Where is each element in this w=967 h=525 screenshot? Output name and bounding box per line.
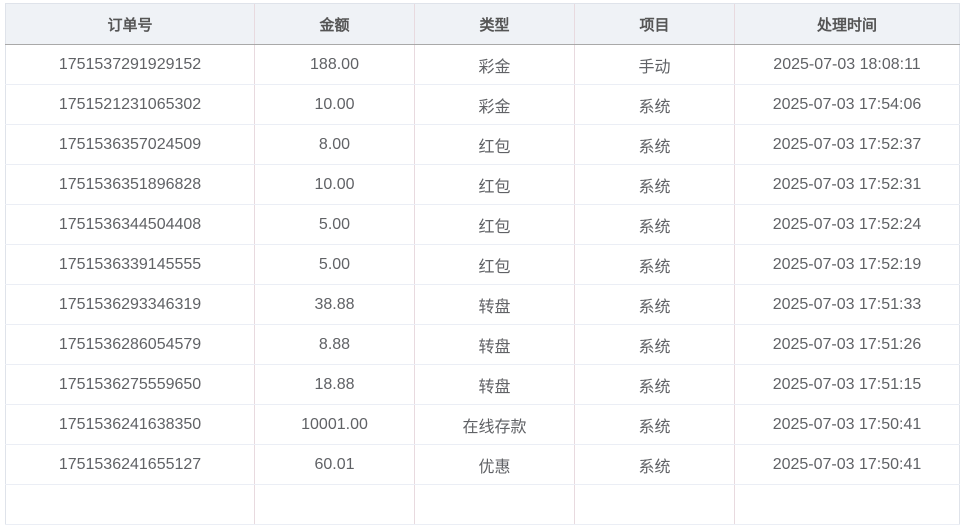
cell-amount: 38.88	[254, 284, 415, 325]
cell-order-id: 1751536241655127	[5, 444, 255, 485]
column-header-processed-time[interactable]: 处理时间	[734, 3, 960, 45]
cell-order-id: 1751536344504408	[5, 204, 255, 245]
cell-order-id: 1751536275559650	[5, 364, 255, 405]
cell-type: 彩金	[414, 84, 575, 125]
cell-type: 优惠	[414, 444, 575, 485]
cell-processed-time: 2025-07-03 17:50:41	[734, 444, 960, 485]
cell-amount: 5.00	[254, 244, 415, 285]
cell-order-id: 1751536351896828	[5, 164, 255, 205]
cell-item: 系统	[574, 244, 735, 285]
cell-processed-time: 2025-07-03 17:52:31	[734, 164, 960, 205]
cell-item: 系统	[574, 324, 735, 365]
records-table: 订单号 金额 类型 项目 处理时间 1751537291929152 188.00 彩金 手动…	[5, 3, 960, 525]
table-row[interactable]: 1751521231065302 10.00 彩金 系统 2025-07-03 17:5…	[5, 84, 960, 125]
cell-amount: 10.00	[254, 164, 415, 205]
table-row[interactable]: 1751536293346319 38.88 转盘 系统 2025-07-03 17:5…	[5, 284, 960, 325]
cell-processed-time	[734, 484, 960, 525]
table-row[interactable]: 1751536241638350 10001.00 在线存款 系统 2025-07-03…	[5, 404, 960, 445]
cell-item: 系统	[574, 364, 735, 405]
table-row[interactable]	[5, 484, 960, 525]
cell-amount: 18.88	[254, 364, 415, 405]
cell-type	[414, 484, 575, 525]
cell-amount: 188.00	[254, 44, 415, 85]
cell-item	[574, 484, 735, 525]
cell-processed-time: 2025-07-03 17:50:41	[734, 404, 960, 445]
cell-item: 手动	[574, 44, 735, 85]
cell-type: 红包	[414, 124, 575, 165]
cell-order-id: 1751536357024509	[5, 124, 255, 165]
cell-type: 在线存款	[414, 404, 575, 445]
table-row[interactable]: 1751536286054579 8.88 转盘 系统 2025-07-03 17:51…	[5, 324, 960, 365]
cell-type: 转盘	[414, 324, 575, 365]
table-row[interactable]: 1751536275559650 18.88 转盘 系统 2025-07-03 17:5…	[5, 364, 960, 405]
cell-processed-time: 2025-07-03 17:52:24	[734, 204, 960, 245]
table-row[interactable]: 1751536351896828 10.00 红包 系统 2025-07-03 17:5…	[5, 164, 960, 205]
cell-processed-time: 2025-07-03 17:54:06	[734, 84, 960, 125]
cell-amount: 60.01	[254, 444, 415, 485]
table-row[interactable]: 1751537291929152 188.00 彩金 手动 2025-07-03 18:…	[5, 44, 960, 85]
table-row[interactable]: 1751536339145555 5.00 红包 系统 2025-07-03 17:52…	[5, 244, 960, 285]
table-row[interactable]: 1751536357024509 8.00 红包 系统 2025-07-03 17:52…	[5, 124, 960, 165]
table-row[interactable]: 1751536241655127 60.01 优惠 系统 2025-07-03 17:5…	[5, 444, 960, 485]
cell-type: 彩金	[414, 44, 575, 85]
cell-order-id: 1751536293346319	[5, 284, 255, 325]
cell-item: 系统	[574, 284, 735, 325]
cell-processed-time: 2025-07-03 17:52:37	[734, 124, 960, 165]
cell-type: 红包	[414, 164, 575, 205]
table-header: 订单号 金额 类型 项目 处理时间	[5, 3, 960, 45]
cell-order-id: 1751536286054579	[5, 324, 255, 365]
cell-amount: 10001.00	[254, 404, 415, 445]
cell-type: 转盘	[414, 364, 575, 405]
column-header-item[interactable]: 项目	[574, 3, 735, 45]
cell-order-id: 1751536339145555	[5, 244, 255, 285]
column-header-amount[interactable]: 金额	[254, 3, 415, 45]
cell-amount: 5.00	[254, 204, 415, 245]
cell-item: 系统	[574, 84, 735, 125]
cell-amount: 10.00	[254, 84, 415, 125]
cell-type: 红包	[414, 244, 575, 285]
cell-amount: 8.88	[254, 324, 415, 365]
cell-amount	[254, 484, 415, 525]
cell-order-id: 1751536241638350	[5, 404, 255, 445]
cell-order-id	[5, 484, 255, 525]
column-header-order-id[interactable]: 订单号	[5, 3, 255, 45]
cell-item: 系统	[574, 444, 735, 485]
cell-processed-time: 2025-07-03 17:52:19	[734, 244, 960, 285]
cell-processed-time: 2025-07-03 17:51:15	[734, 364, 960, 405]
cell-type: 红包	[414, 204, 575, 245]
cell-type: 转盘	[414, 284, 575, 325]
table-row[interactable]: 1751536344504408 5.00 红包 系统 2025-07-03 17:52…	[5, 204, 960, 245]
cell-item: 系统	[574, 404, 735, 445]
cell-processed-time: 2025-07-03 18:08:11	[734, 44, 960, 85]
cell-order-id: 1751537291929152	[5, 44, 255, 85]
cell-order-id: 1751521231065302	[5, 84, 255, 125]
cell-item: 系统	[574, 204, 735, 245]
cell-item: 系统	[574, 164, 735, 205]
cell-item: 系统	[574, 124, 735, 165]
cell-processed-time: 2025-07-03 17:51:26	[734, 324, 960, 365]
cell-amount: 8.00	[254, 124, 415, 165]
column-header-type[interactable]: 类型	[414, 3, 575, 45]
cell-processed-time: 2025-07-03 17:51:33	[734, 284, 960, 325]
